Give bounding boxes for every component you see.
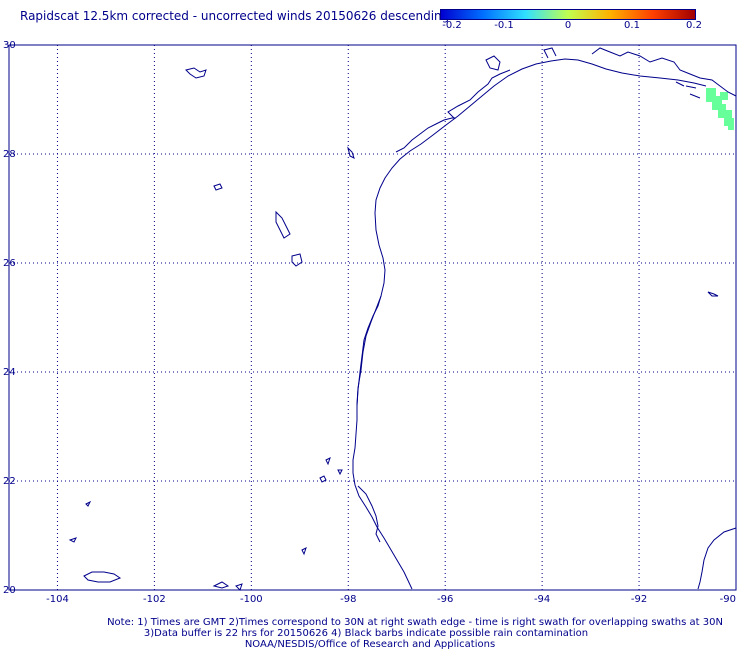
lake-4 bbox=[291, 253, 303, 267]
latitude-label: 30 bbox=[3, 40, 16, 51]
longitude-label: -94 bbox=[534, 594, 550, 605]
coastline bbox=[352, 47, 737, 590]
colorbar-tick-label: 0 bbox=[564, 20, 572, 31]
coast-louisiana-2 bbox=[675, 81, 701, 99]
coast-galveston bbox=[447, 69, 511, 119]
lake-7 bbox=[85, 500, 92, 507]
lake-10 bbox=[235, 583, 243, 591]
longitude-label: -92 bbox=[631, 594, 647, 605]
colorbar-tick-label: 0.1 bbox=[624, 20, 640, 31]
latitude-label: 28 bbox=[3, 149, 16, 160]
longitude-label: -96 bbox=[437, 594, 453, 605]
lake-1 bbox=[185, 67, 207, 79]
latitude-label: 20 bbox=[3, 585, 16, 596]
latitude-label: 24 bbox=[3, 367, 16, 378]
coast-louisiana bbox=[543, 47, 737, 97]
note-line-3: NOAA/NESDIS/Office of Research and Appli… bbox=[244, 639, 496, 650]
latitude-label: 22 bbox=[3, 476, 16, 487]
gulf-coast-mainland bbox=[352, 58, 707, 590]
lake-12 bbox=[707, 291, 719, 297]
lake-5 bbox=[347, 146, 355, 159]
lake-2 bbox=[213, 183, 223, 191]
note-line-2: 3)Data buffer is 22 hrs for 20150626 4) … bbox=[143, 628, 589, 639]
longitude-label: -104 bbox=[46, 594, 69, 605]
map-title: Rapidscat 12.5km corrected - uncorrected… bbox=[20, 9, 450, 23]
longitude-label: -90 bbox=[720, 594, 736, 605]
note-line-1: Note: 1) Times are GMT 2)Times correspon… bbox=[107, 617, 723, 628]
coast-inner-lagoon bbox=[356, 295, 382, 407]
inland-water bbox=[68, 55, 719, 591]
latitude-labels: 30 28 26 24 22 20 bbox=[3, 40, 16, 596]
lake-13 bbox=[319, 457, 343, 483]
longitude-label: -98 bbox=[340, 594, 356, 605]
lake-3 bbox=[275, 210, 291, 239]
coast-texas-bays bbox=[395, 117, 456, 153]
longitude-label: -102 bbox=[143, 594, 166, 605]
lake-6 bbox=[83, 571, 122, 583]
lake-9 bbox=[212, 581, 230, 589]
colorbar bbox=[440, 9, 696, 20]
latitude-label: 26 bbox=[3, 258, 16, 269]
longitude-label: -100 bbox=[240, 594, 263, 605]
coast-tamaulipas bbox=[357, 485, 381, 543]
map-grid bbox=[9, 44, 737, 591]
wind-data-patch bbox=[706, 88, 734, 130]
lake-8 bbox=[68, 537, 77, 543]
colorbar-tick-label: 0.2 bbox=[686, 20, 702, 31]
lake-11 bbox=[301, 547, 307, 556]
coast-yucatan bbox=[697, 527, 737, 590]
longitude-labels: -104 -102 -100 -98 -96 -94 -92 -90 bbox=[46, 594, 736, 605]
lake-14 bbox=[485, 55, 501, 71]
colorbar-tick-label: -0.2 bbox=[442, 20, 462, 31]
colorbar-tick-label: -0.1 bbox=[494, 20, 514, 31]
